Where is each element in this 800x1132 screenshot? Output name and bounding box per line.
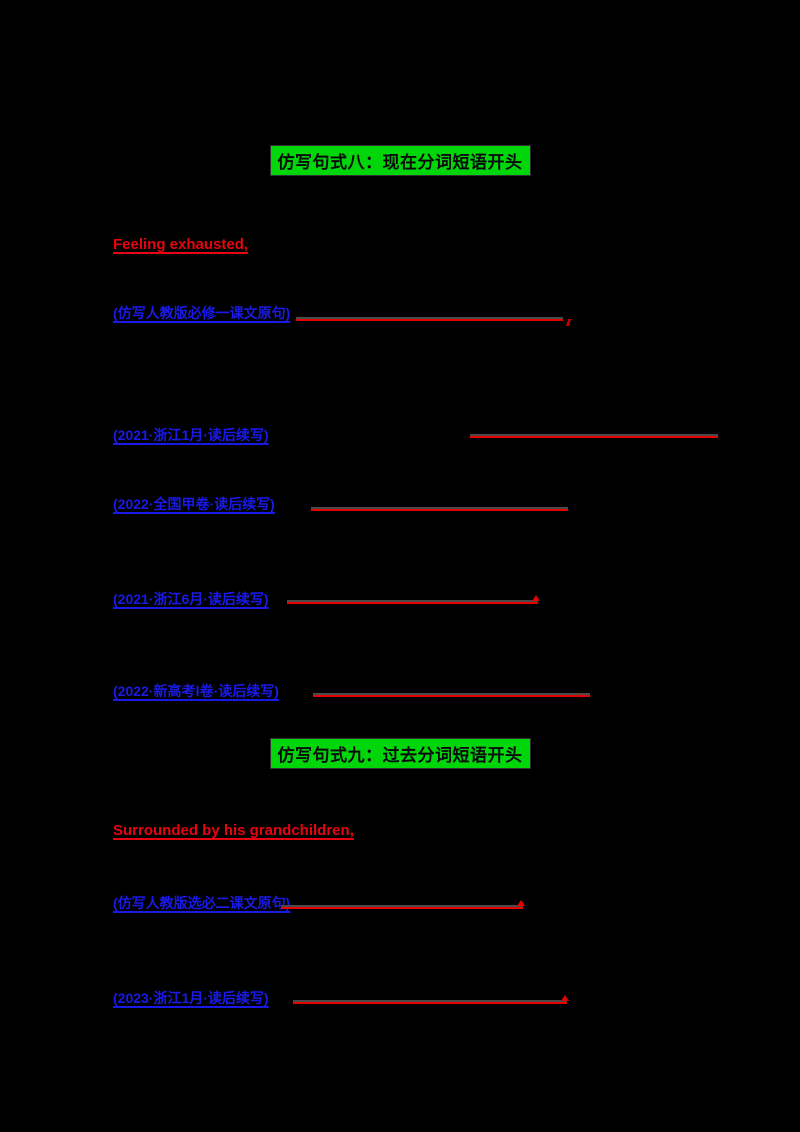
section-9-example-sentence: Surrounded by his grandchildren, bbox=[113, 822, 354, 839]
section-8-prompt-1: (仿写人教版必修一课文原句) bbox=[113, 305, 291, 321]
answer-blank-line bbox=[287, 595, 540, 604]
section-8-title: 仿写句式八：现在分词短语开头 bbox=[270, 146, 530, 175]
answer-blank-line bbox=[293, 995, 569, 1004]
section-8-header-row: 仿写句式八：现在分词短语开头 bbox=[0, 146, 800, 175]
section-9-prompt-1: (仿写人教版选必二课文原句) bbox=[113, 895, 291, 911]
answer-blank-line bbox=[281, 900, 525, 909]
section-9-prompt-2: (2023·浙江1月·读后续写) bbox=[113, 990, 269, 1006]
answer-blank-line bbox=[313, 693, 590, 697]
answer-blank-line bbox=[296, 317, 563, 321]
section-8-prompt-5: (2022·新高考Ⅰ卷·读后续写) bbox=[113, 683, 279, 699]
section-8-prompt-2: (2021·浙江1月·读后续写) bbox=[113, 427, 269, 443]
section-8-example-sentence: Feeling exhausted, bbox=[113, 236, 249, 253]
answer-blank-line bbox=[470, 434, 718, 438]
answer-blank-line bbox=[311, 507, 568, 511]
section-8-prompt-3: (2022·全国甲卷·读后续写) bbox=[113, 496, 275, 512]
section-9-header-row: 仿写句式九：过去分词短语开头 bbox=[0, 739, 800, 768]
section-8-prompt-4: (2021·浙江6月·读后续写) bbox=[113, 591, 269, 607]
section-9-title: 仿写句式九：过去分词短语开头 bbox=[270, 739, 530, 768]
